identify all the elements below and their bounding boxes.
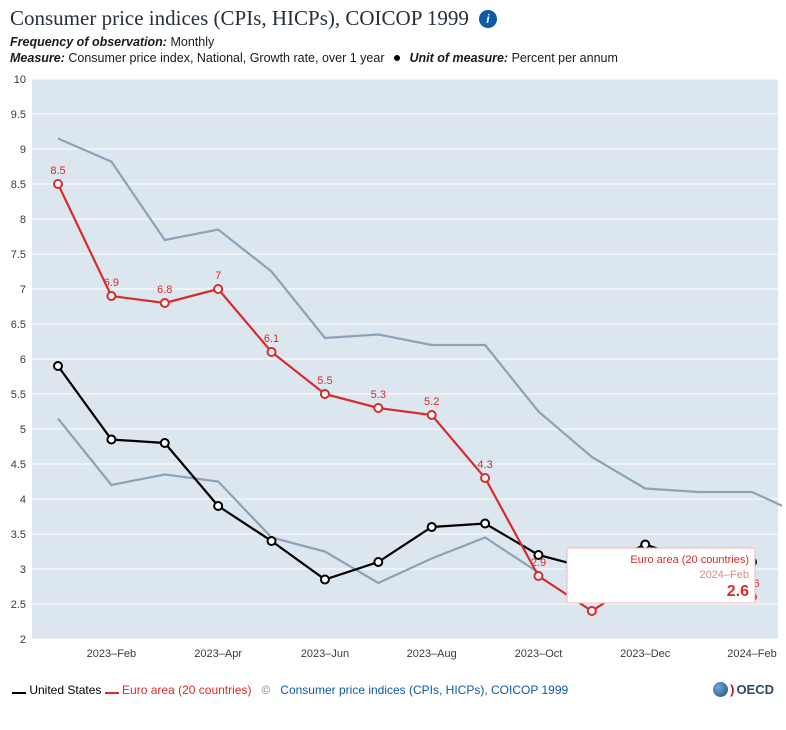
svg-text:3.5: 3.5 bbox=[11, 529, 26, 541]
svg-text:5: 5 bbox=[20, 424, 26, 436]
freq-label: Frequency of observation: bbox=[10, 35, 167, 49]
chart-area: 2 2.5 3 3.5 4 4.5 5 5.5 6 6.5 7 7.5 8 8.5 9 9.5 10 2023–F… bbox=[4, 71, 782, 676]
measure-value: Consumer price index, National, Growth r… bbox=[68, 51, 384, 65]
oecd-logo[interactable]: ) OECD bbox=[713, 682, 774, 697]
svg-text:7: 7 bbox=[215, 270, 221, 282]
svg-text:8.5: 8.5 bbox=[50, 165, 65, 177]
oecd-text: OECD bbox=[736, 682, 774, 697]
separator-dot-icon bbox=[394, 55, 400, 61]
measure-label: Measure: bbox=[10, 51, 65, 65]
svg-text:2024–Feb: 2024–Feb bbox=[727, 648, 777, 660]
svg-text:2023–Feb: 2023–Feb bbox=[87, 648, 137, 660]
meta-frequency: Frequency of observation: Monthly bbox=[4, 35, 782, 51]
legend-label[interactable]: Euro area (20 countries) bbox=[119, 683, 252, 697]
freq-value: Monthly bbox=[170, 35, 214, 49]
svg-text:7.5: 7.5 bbox=[11, 249, 26, 261]
svg-text:10: 10 bbox=[14, 74, 26, 86]
svg-text:3: 3 bbox=[20, 564, 26, 576]
source-link[interactable]: Consumer price indices (CPIs, HICPs), CO… bbox=[280, 683, 568, 697]
svg-text:8.5: 8.5 bbox=[11, 179, 26, 191]
svg-text:6.8: 6.8 bbox=[157, 284, 172, 296]
legend: United States Euro area (20 countries) ©… bbox=[4, 676, 782, 701]
svg-text:2024–Feb: 2024–Feb bbox=[699, 569, 749, 581]
svg-text:6: 6 bbox=[20, 354, 26, 366]
svg-text:7: 7 bbox=[20, 284, 26, 296]
svg-text:2023–Jun: 2023–Jun bbox=[301, 648, 349, 660]
svg-text:Euro area (20 countries): Euro area (20 countries) bbox=[630, 554, 749, 566]
oecd-arc-icon: ) bbox=[730, 682, 734, 697]
svg-text:5.3: 5.3 bbox=[371, 389, 386, 401]
legend-swatch bbox=[12, 692, 26, 694]
header: Consumer price indices (CPIs, HICPs), CO… bbox=[4, 4, 782, 35]
svg-text:2.9: 2.9 bbox=[531, 557, 546, 569]
svg-text:2.5: 2.5 bbox=[11, 599, 26, 611]
svg-text:2023–Dec: 2023–Dec bbox=[620, 648, 671, 660]
svg-text:6.1: 6.1 bbox=[264, 333, 279, 345]
svg-text:2: 2 bbox=[20, 634, 26, 646]
svg-text:4.3: 4.3 bbox=[477, 459, 492, 471]
svg-text:2023–Aug: 2023–Aug bbox=[407, 648, 457, 660]
svg-text:2.6: 2.6 bbox=[727, 583, 749, 600]
legend-items: United States Euro area (20 countries) bbox=[12, 683, 251, 697]
svg-text:2023–Oct: 2023–Oct bbox=[515, 648, 563, 660]
info-icon[interactable]: i bbox=[479, 10, 497, 28]
svg-text:8: 8 bbox=[20, 214, 26, 226]
globe-icon bbox=[713, 682, 728, 697]
svg-text:5.5: 5.5 bbox=[11, 389, 26, 401]
svg-text:9: 9 bbox=[20, 144, 26, 156]
meta-measure-unit: Measure: Consumer price index, National,… bbox=[4, 51, 782, 67]
svg-text:5.2: 5.2 bbox=[424, 396, 439, 408]
svg-text:6.5: 6.5 bbox=[11, 319, 26, 331]
svg-text:2023–Apr: 2023–Apr bbox=[194, 648, 242, 660]
chart-title: Consumer price indices (CPIs, HICPs), CO… bbox=[10, 6, 469, 31]
svg-text:6.9: 6.9 bbox=[104, 277, 119, 289]
legend-label[interactable]: United States bbox=[26, 683, 105, 697]
line-chart[interactable]: 2 2.5 3 3.5 4 4.5 5 5.5 6 6.5 7 7.5 8 8.5 9 9.5 10 2023–F… bbox=[4, 71, 782, 676]
svg-text:4: 4 bbox=[20, 494, 26, 506]
svg-text:5.5: 5.5 bbox=[317, 375, 332, 387]
svg-text:9.5: 9.5 bbox=[11, 109, 26, 121]
svg-text:4.5: 4.5 bbox=[11, 459, 26, 471]
unit-value: Percent per annum bbox=[512, 51, 618, 65]
copyright-sep: © bbox=[261, 683, 270, 697]
unit-label: Unit of measure: bbox=[409, 51, 508, 65]
legend-swatch bbox=[105, 692, 119, 694]
